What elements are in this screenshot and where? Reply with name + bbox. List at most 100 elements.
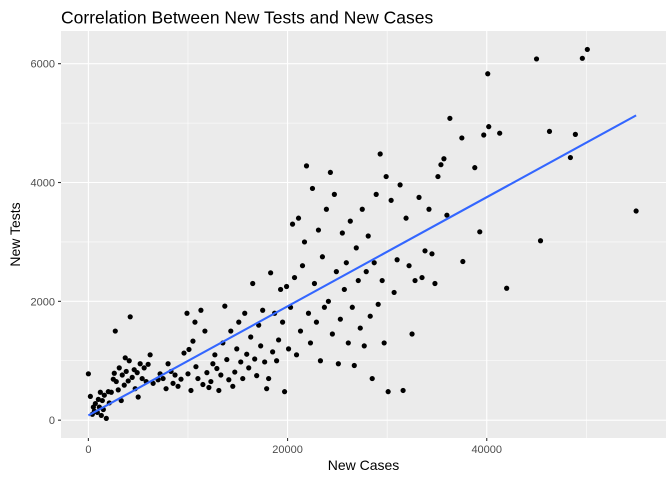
x-axis: 0 20000 40000 [85, 438, 502, 456]
data-point [289, 221, 296, 227]
data-point [216, 387, 222, 394]
data-point [222, 303, 228, 309]
data-point [369, 375, 375, 382]
data-point [230, 383, 236, 389]
data-point [537, 238, 544, 244]
data-point [333, 269, 339, 275]
chart-title: Correlation Between New Tests and New Ca… [61, 8, 433, 28]
data-point [486, 124, 492, 130]
data-point [477, 229, 483, 235]
data-point [224, 356, 230, 363]
data-point [134, 370, 140, 376]
data-point [99, 397, 105, 404]
data-point [252, 356, 258, 362]
data-point [208, 378, 214, 385]
data-point [214, 365, 220, 372]
data-point [240, 375, 246, 382]
data-point [283, 283, 290, 290]
data-point [406, 263, 412, 269]
data-point [113, 378, 119, 385]
data-point [381, 340, 387, 346]
data-point [139, 375, 145, 382]
data-point [345, 340, 351, 346]
data-point [212, 352, 218, 358]
minor-gridlines [61, 31, 666, 438]
data-point [188, 387, 194, 394]
data-point [116, 365, 122, 371]
trend-line [87, 114, 637, 417]
data-point [371, 260, 377, 266]
data-point [147, 352, 153, 358]
y-tick-label: 6000 [31, 59, 55, 71]
data-point [103, 415, 109, 421]
x-tick-label: 0 [85, 444, 91, 456]
data-point [192, 319, 198, 325]
data-point [355, 277, 361, 284]
data-point [533, 56, 540, 62]
x-axis-title: New Cases [328, 457, 400, 473]
data-point [419, 274, 425, 281]
data-point [228, 328, 234, 334]
data-point [331, 191, 337, 197]
data-point [129, 374, 135, 380]
data-point [572, 131, 578, 137]
y-axis-title: New Tests [7, 202, 23, 266]
major-gridlines [61, 31, 666, 438]
data-point [190, 338, 196, 344]
data-point [281, 389, 288, 395]
data-point [299, 263, 306, 269]
data-point [218, 372, 224, 378]
data-point [409, 331, 415, 337]
data-point [412, 277, 418, 284]
data-point [546, 128, 553, 135]
data-point [400, 387, 406, 394]
data-point [633, 208, 639, 214]
data-point [339, 230, 345, 236]
data-point [226, 377, 232, 383]
data-point [325, 298, 331, 304]
data-point [313, 319, 320, 325]
data-point [108, 389, 114, 395]
data-point [127, 314, 133, 320]
data-point [126, 358, 132, 364]
data-point [426, 206, 432, 212]
data-point [435, 173, 441, 180]
data-point [210, 361, 216, 367]
data-point [363, 269, 369, 275]
data-point [347, 218, 353, 224]
data-point [361, 343, 367, 349]
data-point [359, 206, 365, 212]
data-point [260, 307, 266, 313]
data-point [379, 277, 385, 284]
data-point [295, 215, 302, 221]
data-point [264, 386, 270, 392]
data-point [447, 115, 453, 121]
data-point [383, 173, 389, 180]
data-point [327, 169, 333, 176]
data-point [422, 248, 428, 254]
data-point [276, 337, 282, 343]
data-point [353, 245, 359, 251]
data-point [145, 361, 151, 367]
data-point [232, 369, 238, 375]
data-point [244, 351, 250, 357]
data-point [125, 378, 131, 384]
data-point [291, 274, 298, 281]
data-point [242, 310, 248, 316]
data-point [441, 156, 447, 162]
data-point [472, 165, 478, 171]
y-axis: 0 2000 4000 6000 [31, 59, 61, 427]
data-point [246, 365, 252, 371]
data-point [277, 286, 284, 293]
data-point [198, 307, 204, 313]
data-point [274, 358, 280, 364]
data-point [122, 355, 128, 361]
data-point [367, 313, 373, 319]
data-point [317, 358, 324, 364]
data-point [319, 254, 326, 260]
x-tick-label: 20000 [272, 444, 303, 456]
data-point [293, 352, 300, 358]
data-point [481, 132, 487, 138]
data-point [329, 331, 335, 337]
